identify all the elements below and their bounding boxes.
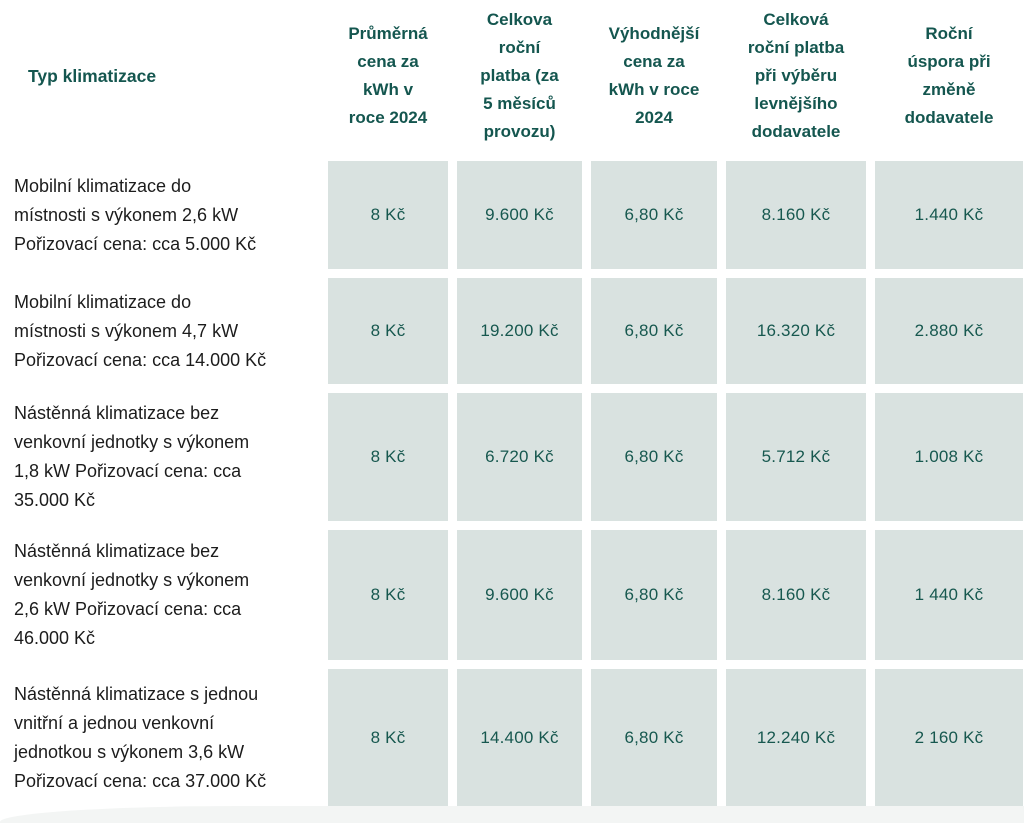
- value-cell: 19.200 Kč: [457, 278, 582, 384]
- value-cell: 1.440 Kč: [875, 161, 1023, 269]
- value-cell: 2.880 Kč: [875, 278, 1023, 384]
- column-header-vyhodnejsi-cena: Výhodnější cena za kWh v roce 2024: [608, 24, 700, 127]
- value-cell: 6,80 Kč: [591, 161, 717, 269]
- value-cell: 6,80 Kč: [591, 530, 717, 660]
- row-label: Nástěnná klimatizace s jednou vnitřní a …: [14, 683, 267, 791]
- column-header-celkova-rocni-platba: Celkova roční platba (za 5 měsíců provoz…: [480, 10, 559, 141]
- value-cell: 8 Kč: [328, 278, 448, 384]
- value-cell: 12.240 Kč: [726, 669, 866, 806]
- column-header-rocni-uspora: Roční úspora při změně dodavatele: [904, 24, 994, 127]
- value-cell: 9.600 Kč: [457, 530, 582, 660]
- value-cell: 6,80 Kč: [591, 278, 717, 384]
- value-cell: 8 Kč: [328, 393, 448, 521]
- value-cell: 8 Kč: [328, 530, 448, 660]
- value-cell: 5.712 Kč: [726, 393, 866, 521]
- row-label: Mobilní klimatizace do místnosti s výkon…: [14, 291, 267, 370]
- value-cell: 1 440 Kč: [875, 530, 1023, 660]
- value-cell: 8 Kč: [328, 161, 448, 269]
- column-header-celkova-platba-levnejsi: Celková roční platba při výběru levnější…: [747, 10, 845, 141]
- value-cell: 8.160 Kč: [726, 530, 866, 660]
- value-cell: 16.320 Kč: [726, 278, 866, 384]
- value-cell: 8 Kč: [328, 669, 448, 806]
- value-cell: 2 160 Kč: [875, 669, 1023, 806]
- value-cell: 1.008 Kč: [875, 393, 1023, 521]
- section-divider-band: [0, 806, 1024, 823]
- row-label: Mobilní klimatizace do místnosti s výkon…: [14, 175, 257, 254]
- value-cell: 8.160 Kč: [726, 161, 866, 269]
- column-header-typ-klimatizace: Typ klimatizace: [28, 66, 157, 86]
- value-cell: 9.600 Kč: [457, 161, 582, 269]
- cost-comparison-table: Typ klimatizace Průměrná cena za kWh v r…: [14, 10, 1023, 806]
- value-cell: 6,80 Kč: [591, 669, 717, 806]
- row-label: Nástěnná klimatizace bez venkovní jednot…: [14, 541, 250, 648]
- row-label: Nástěnná klimatizace bez venkovní jednot…: [14, 403, 250, 510]
- value-cell: 14.400 Kč: [457, 669, 582, 806]
- value-cell: 6,80 Kč: [591, 393, 717, 521]
- column-header-prumerna-cena: Průměrná cena za kWh v roce 2024: [348, 24, 428, 127]
- value-cell: 6.720 Kč: [457, 393, 582, 521]
